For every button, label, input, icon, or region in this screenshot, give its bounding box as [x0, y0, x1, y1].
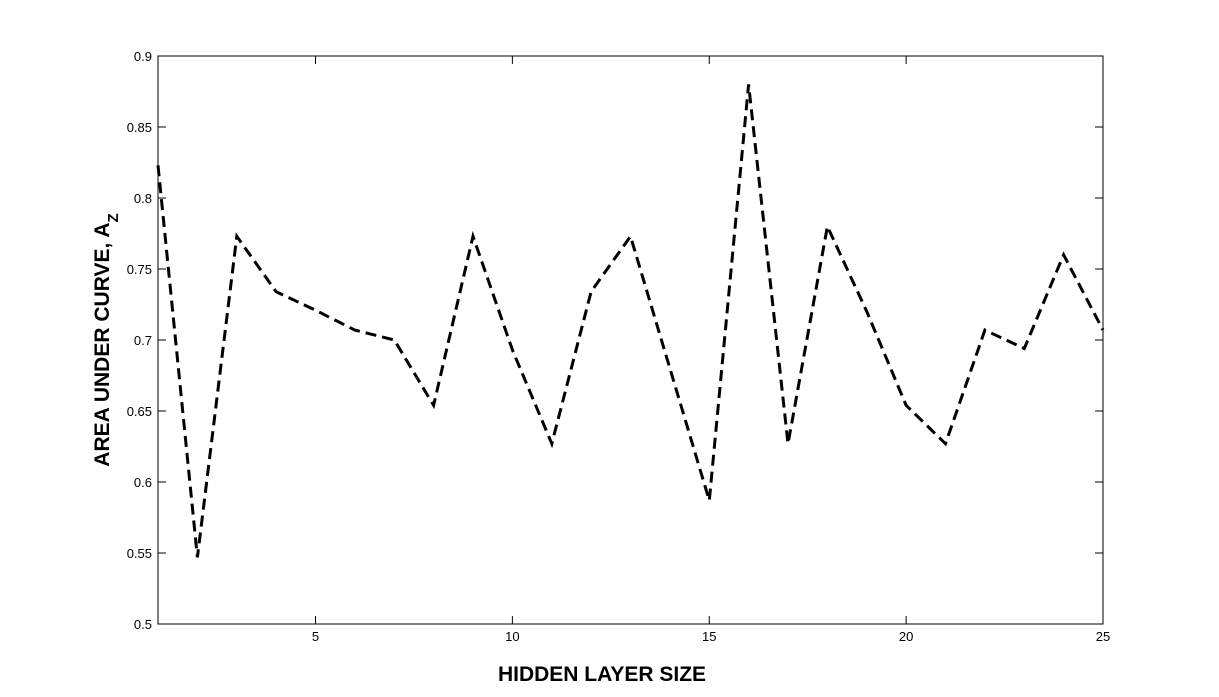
series-line	[156, 84, 1105, 558]
x-tick-label: 25	[1096, 629, 1110, 644]
x-tick-label: 15	[702, 629, 716, 644]
y-tick-label: 0.75	[127, 262, 152, 277]
y-tick-label: 0.9	[134, 49, 152, 64]
x-tick-label: 5	[312, 629, 319, 644]
x-axis-title: HIDDEN LAYER SIZE	[498, 663, 706, 686]
plot-area	[157, 55, 1104, 625]
y-tick-label: 0.65	[127, 404, 152, 419]
y-tick-label: 0.5	[134, 617, 152, 632]
y-axis-title-main: AREA UNDER CURVE, A	[91, 222, 114, 466]
x-tick-label: 10	[505, 629, 519, 644]
y-tick-label: 0.6	[134, 475, 152, 490]
y-tick-label: 0.8	[134, 191, 152, 206]
ticks-layer: 5 10 15 20 25 0.5 0.55 0.6 0.65 0.7 0.75 0.8 0.85 0.9	[127, 49, 1111, 644]
y-tick-label: 0.7	[134, 333, 152, 348]
y-axis-title: AREA UNDER CURVE, AZ	[91, 213, 122, 466]
series-layer	[156, 84, 1105, 558]
y-tick-label: 0.55	[127, 546, 152, 561]
y-tick-label: 0.85	[127, 120, 152, 135]
x-tick-label: 20	[899, 629, 913, 644]
y-axis-title-subscript: Z	[105, 213, 122, 222]
